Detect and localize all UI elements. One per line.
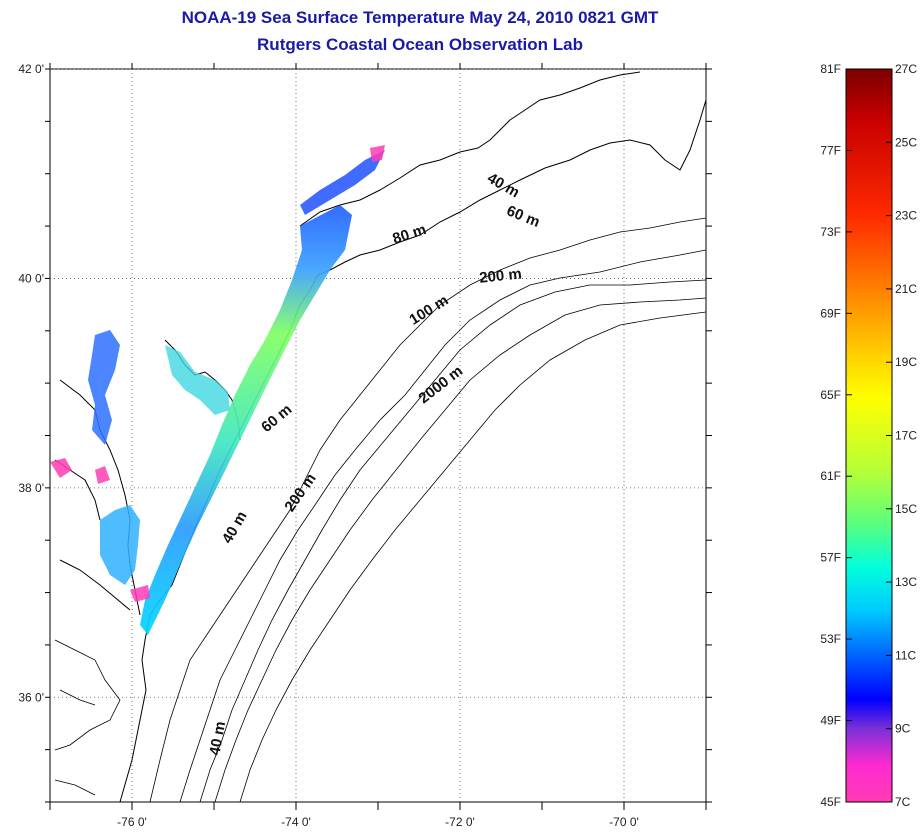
axis-ticks: -76 0' -74 0' -72 0' -70 0' 42 0' 40 0' 38 0' 3… — [18, 62, 712, 829]
colorbar-c-label: 27C — [895, 62, 917, 76]
colorbar-c-label: 19C — [895, 355, 917, 369]
lat-tick-label: 40 0' — [18, 271, 44, 285]
colorbar-c-label: 25C — [895, 135, 917, 149]
colorbar-c-label: 23C — [895, 209, 917, 223]
lat-tick-label: 42 0' — [18, 62, 44, 76]
bathymetry-contour — [214, 297, 706, 802]
contour-label: 40 m — [219, 508, 251, 546]
lon-tick-label: -76 0' — [117, 815, 147, 829]
colorbar-f-label: 45F — [820, 795, 841, 809]
contour-label: 80 m — [391, 221, 429, 248]
bathymetry-contour — [199, 279, 706, 802]
colorbar-ticks: 81F 77F 73F 69F 65F 61F 57F 53F 49F 45F 27C 25C 23C 2… — [820, 62, 917, 809]
lat-tick-label: 36 0' — [18, 690, 44, 704]
coastline — [119, 99, 706, 802]
colorbar — [845, 68, 893, 803]
colorbar-c-label: 11C — [895, 648, 916, 662]
sst-northern-patch — [300, 150, 385, 215]
colorbar-f-label: 81F — [820, 62, 841, 76]
contour-label: 40 m — [206, 720, 229, 757]
colorbar-f-label: 53F — [820, 632, 841, 646]
long-island-coast — [299, 71, 641, 227]
colorbar-f-label: 49F — [820, 714, 841, 728]
colorbar-c-label: 21C — [895, 282, 917, 296]
colorbar-c-label: 13C — [895, 575, 917, 589]
colorbar-f-label: 57F — [820, 551, 841, 565]
contour-label: 40 m — [484, 170, 522, 202]
contour-label: 60 m — [504, 202, 542, 231]
sst-swath — [140, 205, 352, 635]
contour-label: 2000 m — [416, 362, 467, 407]
bathymetry-contour — [149, 217, 706, 802]
colorbar-f-label: 61F — [820, 469, 841, 483]
sst-western-bay — [88, 330, 120, 445]
colorbar-f-label: 69F — [820, 306, 841, 320]
map-frame — [49, 68, 707, 803]
lat-tick-label: 38 0' — [18, 481, 44, 495]
colorbar-f-label: 77F — [820, 143, 841, 157]
colorbar-c-label: 7C — [895, 795, 911, 809]
colorbar-f-label: 73F — [820, 225, 841, 239]
colorbar-f-label: 65F — [820, 388, 841, 402]
contour-label: 200 m — [478, 265, 522, 286]
contour-label: 60 m — [258, 401, 295, 436]
map-subtitle: Rutgers Coastal Ocean Observation Lab — [257, 35, 583, 54]
colorbar-c-label: 9C — [895, 722, 911, 736]
contour-label: 100 m — [406, 292, 451, 329]
graticule — [50, 68, 706, 802]
lon-tick-label: -72 0' — [445, 815, 475, 829]
bathymetry-contour — [239, 311, 706, 802]
colorbar-c-label: 15C — [895, 502, 917, 516]
sst-chesapeake-patch — [100, 505, 140, 585]
bathymetry-contour — [179, 249, 706, 802]
colorbar-c-label: 17C — [895, 429, 917, 443]
lon-tick-label: -70 0' — [609, 815, 639, 829]
map-title: NOAA-19 Sea Surface Temperature May 24, … — [181, 8, 659, 27]
inner-land-lines — [54, 639, 121, 796]
sst-bay-patch — [165, 345, 230, 415]
lon-tick-label: -74 0' — [281, 815, 311, 829]
contour-label: 200 m — [281, 470, 319, 515]
